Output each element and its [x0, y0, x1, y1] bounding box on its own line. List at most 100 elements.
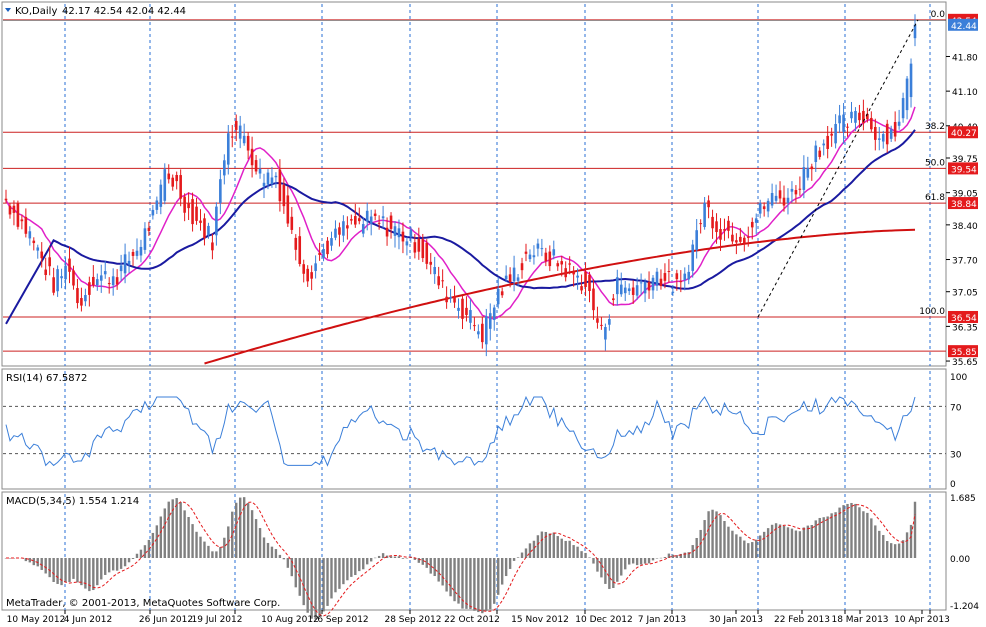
- macd-bar: [612, 558, 615, 589]
- macd-bar: [548, 533, 552, 558]
- fib-level-label: 38.2: [925, 122, 945, 132]
- candle-body: [219, 179, 222, 204]
- candle-body: [441, 280, 444, 282]
- candle-body: [512, 267, 516, 282]
- candle-body: [131, 251, 135, 256]
- candle-body: [850, 111, 853, 119]
- candle-body: [540, 248, 544, 250]
- candle-body: [401, 231, 405, 242]
- candle-body: [615, 277, 619, 295]
- candle-body: [183, 196, 186, 213]
- macd-bar: [858, 507, 861, 558]
- candle-body: [199, 220, 202, 223]
- candle-body: [905, 78, 909, 111]
- candle-body: [544, 252, 548, 262]
- macd-bar: [445, 558, 448, 592]
- candle-body: [782, 197, 786, 206]
- macd-bar: [389, 556, 393, 558]
- ohlc-values: 42.17 42.54 42.04 42.44: [62, 6, 186, 17]
- candle-body: [901, 98, 905, 119]
- dropdown-triangle-icon[interactable]: [5, 8, 11, 12]
- candle-body: [40, 251, 44, 259]
- candle-body: [576, 275, 579, 278]
- candle-body: [687, 271, 691, 280]
- price-label-box: [948, 126, 978, 139]
- macd-bar: [552, 532, 555, 558]
- macd-bar: [219, 547, 222, 558]
- candle-body: [520, 263, 524, 271]
- macd-bar: [401, 558, 405, 559]
- candle-body: [92, 276, 95, 286]
- candle-body: [516, 277, 520, 281]
- macd-bar: [48, 558, 51, 578]
- macd-bar: [92, 558, 95, 591]
- candle-body: [425, 243, 429, 264]
- macd-bar: [338, 558, 341, 589]
- macd-bar: [68, 558, 71, 583]
- candle-body: [627, 288, 631, 292]
- main-pane[interactable]: [1, 1, 947, 367]
- price-tick-label: 36.35: [952, 323, 978, 333]
- candle-body: [711, 216, 714, 229]
- candle-body: [373, 213, 377, 216]
- macd-bar: [905, 532, 909, 558]
- candle-body: [298, 236, 302, 264]
- macd-bar: [278, 554, 282, 558]
- macd-bar: [187, 516, 190, 558]
- candle-body: [187, 203, 190, 209]
- macd-bar: [580, 551, 583, 558]
- macd-bar: [32, 558, 35, 566]
- rsi-line: [5, 395, 916, 467]
- macd-bar: [584, 552, 587, 558]
- candle-body: [604, 327, 607, 340]
- macd-bar: [310, 558, 313, 619]
- macd-bar: [512, 558, 516, 561]
- macd-bar: [473, 558, 476, 611]
- macd-bar: [457, 558, 460, 604]
- time-tick-label: 28 Sep 2012: [384, 615, 441, 625]
- time-tick-label: 18 Mar 2013: [831, 615, 888, 625]
- macd-bar: [346, 558, 349, 581]
- symbol-title: KO,Daily: [15, 6, 57, 17]
- candle-body: [318, 252, 321, 255]
- macd-bar: [302, 558, 305, 606]
- candle-body: [770, 193, 774, 206]
- candle-body: [877, 138, 881, 140]
- rsi-pane[interactable]: [1, 368, 947, 490]
- macd-bar: [703, 520, 706, 558]
- macd-bar: [667, 553, 671, 558]
- macd-bar: [631, 558, 635, 564]
- macd-bar: [727, 526, 730, 558]
- macd-bar: [639, 558, 643, 565]
- macd-bar: [203, 541, 206, 558]
- candle-body: [766, 200, 770, 212]
- candle-body: [242, 135, 246, 144]
- candle-body: [338, 227, 341, 235]
- price-label-box: [948, 18, 978, 31]
- macd-bar: [298, 558, 301, 596]
- candle-body: [846, 126, 849, 128]
- candle-body: [818, 150, 822, 157]
- macd-bar: [564, 540, 567, 558]
- macd-bar: [528, 543, 532, 558]
- macd-bar: [366, 558, 369, 565]
- macd-bar: [909, 524, 913, 558]
- candle-body: [667, 270, 671, 272]
- candle-body: [671, 291, 675, 293]
- macd-bar: [818, 517, 821, 558]
- price-label-text: 36.54: [951, 314, 977, 324]
- macd-bar: [842, 505, 845, 558]
- candle-body: [88, 282, 91, 295]
- candle-body: [254, 160, 258, 172]
- macd-bar: [425, 558, 428, 568]
- candle-body: [727, 220, 730, 231]
- macd-bar: [747, 543, 750, 558]
- candle-body: [612, 298, 615, 301]
- candle-body: [822, 143, 826, 146]
- macd-bar: [830, 513, 833, 558]
- candle-body: [874, 126, 877, 140]
- candle-body: [16, 203, 20, 227]
- candle-body: [76, 288, 79, 304]
- macd-bar: [866, 512, 869, 558]
